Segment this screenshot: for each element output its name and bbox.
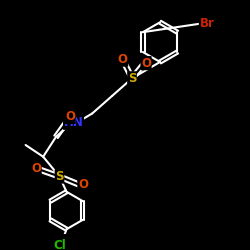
Text: S: S	[128, 72, 136, 85]
Text: Cl: Cl	[53, 239, 66, 250]
Text: O: O	[65, 110, 75, 124]
Text: O: O	[78, 178, 88, 191]
Text: Br: Br	[200, 17, 214, 30]
Text: S: S	[55, 170, 64, 183]
Text: O: O	[141, 57, 151, 70]
Text: O: O	[31, 162, 41, 175]
Text: O: O	[118, 53, 128, 66]
Text: HN: HN	[64, 116, 84, 129]
